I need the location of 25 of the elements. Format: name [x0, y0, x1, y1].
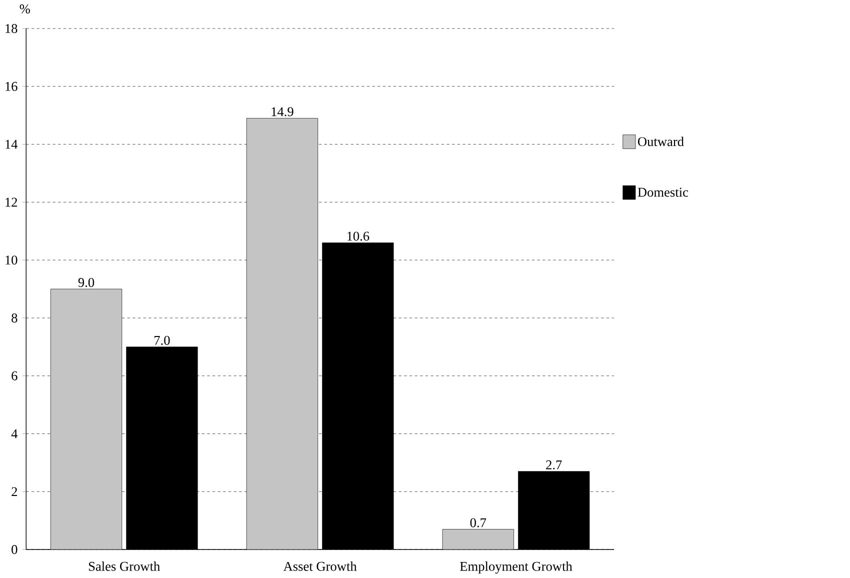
y-tick-label: 2 — [12, 487, 18, 496]
y-tick-label: 6 — [12, 371, 18, 380]
x-tick-label: Employment Growth — [460, 561, 572, 574]
bar — [442, 529, 514, 550]
y-tick-label: 4 — [11, 429, 18, 438]
y-tick-label: 0 — [12, 545, 18, 554]
x-tick-label: Sales Growth — [88, 561, 160, 571]
data-label: 14.9 — [272, 107, 294, 116]
y-tick-label: 16 — [6, 82, 18, 91]
legend-label: Domestic — [638, 188, 688, 197]
data-label: 10.6 — [347, 232, 370, 241]
data-label: 2.7 — [546, 460, 562, 470]
bar — [50, 288, 122, 550]
y-tick-label: 10 — [6, 256, 18, 265]
y-tick-label: 18 — [6, 24, 18, 33]
x-tick-label: Asset Growth — [283, 561, 357, 571]
y-axis-title: % — [20, 4, 30, 14]
data-label: 0.7 — [470, 518, 486, 528]
bar — [246, 118, 318, 550]
y-tick-label: 12 — [6, 198, 18, 207]
data-label: 7.0 — [154, 336, 170, 345]
legend-label: Outward — [638, 136, 684, 146]
y-tick-label: 14 — [6, 140, 18, 149]
y-tick-label: 8 — [12, 313, 18, 322]
data-label: 9.0 — [78, 278, 94, 288]
